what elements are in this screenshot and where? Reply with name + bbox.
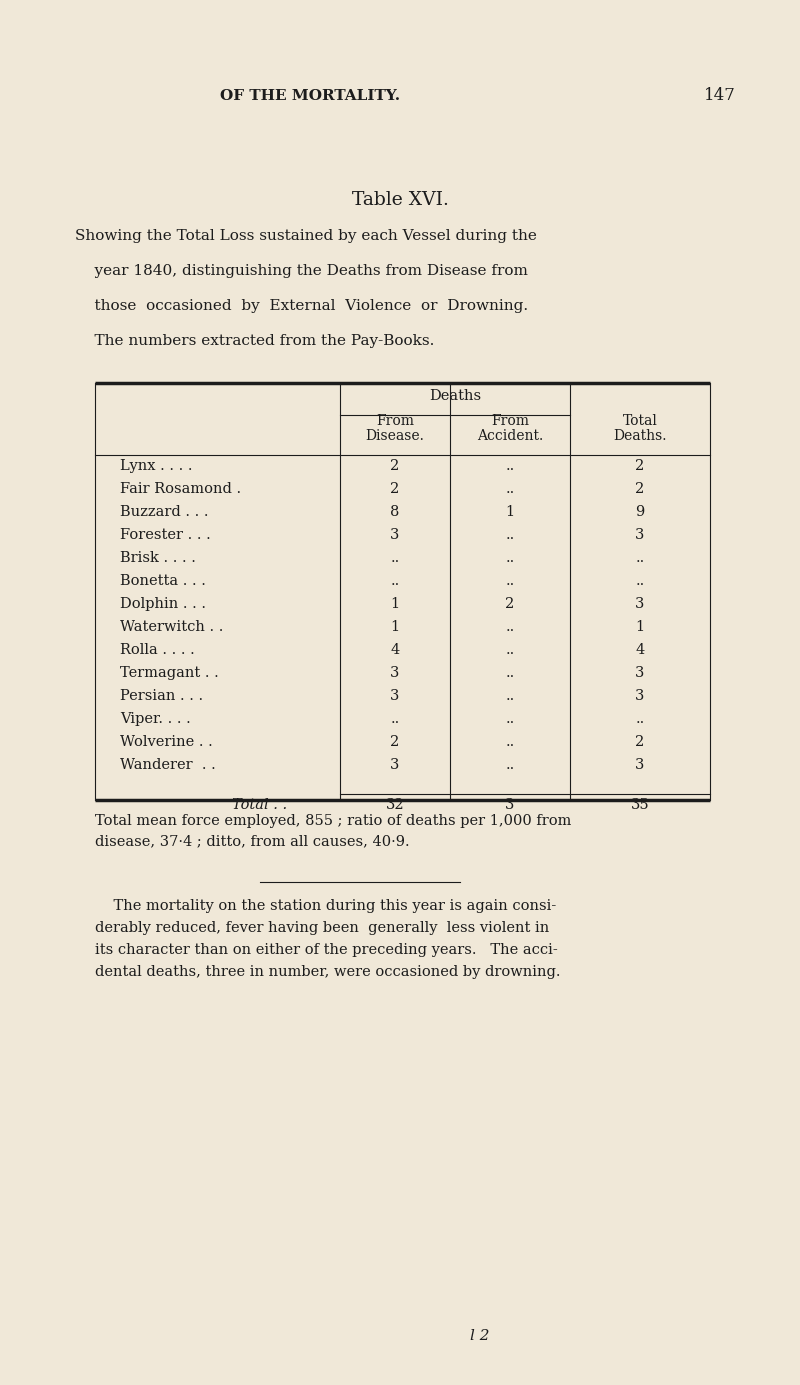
Text: ..: ..	[506, 482, 514, 496]
Text: ..: ..	[506, 688, 514, 704]
Text: Lynx . . . .: Lynx . . . .	[120, 458, 193, 474]
Text: 3: 3	[635, 597, 645, 611]
Text: Table XVI.: Table XVI.	[351, 191, 449, 209]
Text: Persian . . .: Persian . . .	[120, 688, 203, 704]
Text: Total: Total	[622, 414, 658, 428]
Text: 3: 3	[506, 798, 514, 812]
Text: 2: 2	[390, 735, 400, 749]
Text: 3: 3	[390, 528, 400, 542]
Text: 4: 4	[390, 643, 400, 656]
Text: ..: ..	[506, 528, 514, 542]
Text: 1: 1	[635, 620, 645, 634]
Text: 147: 147	[704, 87, 736, 104]
Text: Total . .: Total . .	[233, 798, 287, 812]
Text: ..: ..	[506, 735, 514, 749]
Text: OF THE MORTALITY.: OF THE MORTALITY.	[220, 89, 400, 102]
Text: ..: ..	[506, 620, 514, 634]
Text: 3: 3	[390, 688, 400, 704]
Text: Showing the Total Loss sustained by each Vessel during the: Showing the Total Loss sustained by each…	[75, 229, 537, 242]
Text: 3: 3	[390, 666, 400, 680]
Text: Total mean force employed, 855 ; ratio of deaths per 1,000 from: Total mean force employed, 855 ; ratio o…	[95, 814, 571, 828]
Text: year 1840, distinguishing the Deaths from Disease from: year 1840, distinguishing the Deaths fro…	[75, 265, 528, 278]
Text: ..: ..	[390, 573, 400, 589]
Text: The numbers extracted from the Pay-Books.: The numbers extracted from the Pay-Books…	[75, 334, 434, 348]
Text: Brisk . . . .: Brisk . . . .	[120, 551, 196, 565]
Text: ..: ..	[506, 551, 514, 565]
Text: Rolla . . . .: Rolla . . . .	[120, 643, 194, 656]
Text: ..: ..	[635, 712, 645, 726]
Text: ..: ..	[506, 458, 514, 474]
Text: 3: 3	[635, 666, 645, 680]
Text: 2: 2	[635, 458, 645, 474]
Text: 2: 2	[635, 482, 645, 496]
Text: 2: 2	[390, 458, 400, 474]
Text: 3: 3	[635, 688, 645, 704]
Text: ..: ..	[635, 573, 645, 589]
Text: ..: ..	[506, 712, 514, 726]
Text: its character than on either of the preceding years.   The acci-: its character than on either of the prec…	[95, 943, 558, 957]
Text: 2: 2	[390, 482, 400, 496]
Text: ..: ..	[390, 551, 400, 565]
Text: 3: 3	[635, 758, 645, 771]
Text: 1: 1	[506, 506, 514, 519]
Text: 35: 35	[630, 798, 650, 812]
Text: Viper. . . .: Viper. . . .	[120, 712, 190, 726]
Text: Termagant . .: Termagant . .	[120, 666, 218, 680]
Text: Accident.: Accident.	[477, 429, 543, 443]
Text: From: From	[376, 414, 414, 428]
Text: ..: ..	[506, 758, 514, 771]
Text: 3: 3	[635, 528, 645, 542]
Text: l 2: l 2	[470, 1330, 490, 1343]
Text: 1: 1	[390, 597, 399, 611]
Text: 8: 8	[390, 506, 400, 519]
Text: ..: ..	[506, 573, 514, 589]
Text: 9: 9	[635, 506, 645, 519]
Text: ..: ..	[390, 712, 400, 726]
Text: 4: 4	[635, 643, 645, 656]
Text: disease, 37·4 ; ditto, from all causes, 40·9.: disease, 37·4 ; ditto, from all causes, …	[95, 834, 410, 848]
Text: 32: 32	[386, 798, 404, 812]
Text: Deaths.: Deaths.	[614, 429, 666, 443]
Text: ..: ..	[635, 551, 645, 565]
Text: derably reduced, fever having been  generally  less violent in: derably reduced, fever having been gener…	[95, 921, 550, 935]
Text: ..: ..	[506, 666, 514, 680]
Text: Fair Rosamond .: Fair Rosamond .	[120, 482, 241, 496]
Text: The mortality on the station during this year is again consi-: The mortality on the station during this…	[95, 899, 556, 913]
Text: Bonetta . . .: Bonetta . . .	[120, 573, 206, 589]
Text: Deaths: Deaths	[429, 389, 481, 403]
Text: 2: 2	[506, 597, 514, 611]
Text: Buzzard . . .: Buzzard . . .	[120, 506, 209, 519]
Text: Disease.: Disease.	[366, 429, 425, 443]
Text: 1: 1	[390, 620, 399, 634]
Text: Wanderer  . .: Wanderer . .	[120, 758, 216, 771]
Text: Waterwitch . .: Waterwitch . .	[120, 620, 223, 634]
Text: 3: 3	[390, 758, 400, 771]
Text: Dolphin . . .: Dolphin . . .	[120, 597, 206, 611]
Text: dental deaths, three in number, were occasioned by drowning.: dental deaths, three in number, were occ…	[95, 965, 561, 979]
Text: ..: ..	[506, 643, 514, 656]
Text: Wolverine . .: Wolverine . .	[120, 735, 213, 749]
Text: Forester . . .: Forester . . .	[120, 528, 210, 542]
Text: 2: 2	[635, 735, 645, 749]
Text: those  occasioned  by  External  Violence  or  Drowning.: those occasioned by External Violence or…	[75, 299, 528, 313]
Text: From: From	[491, 414, 529, 428]
